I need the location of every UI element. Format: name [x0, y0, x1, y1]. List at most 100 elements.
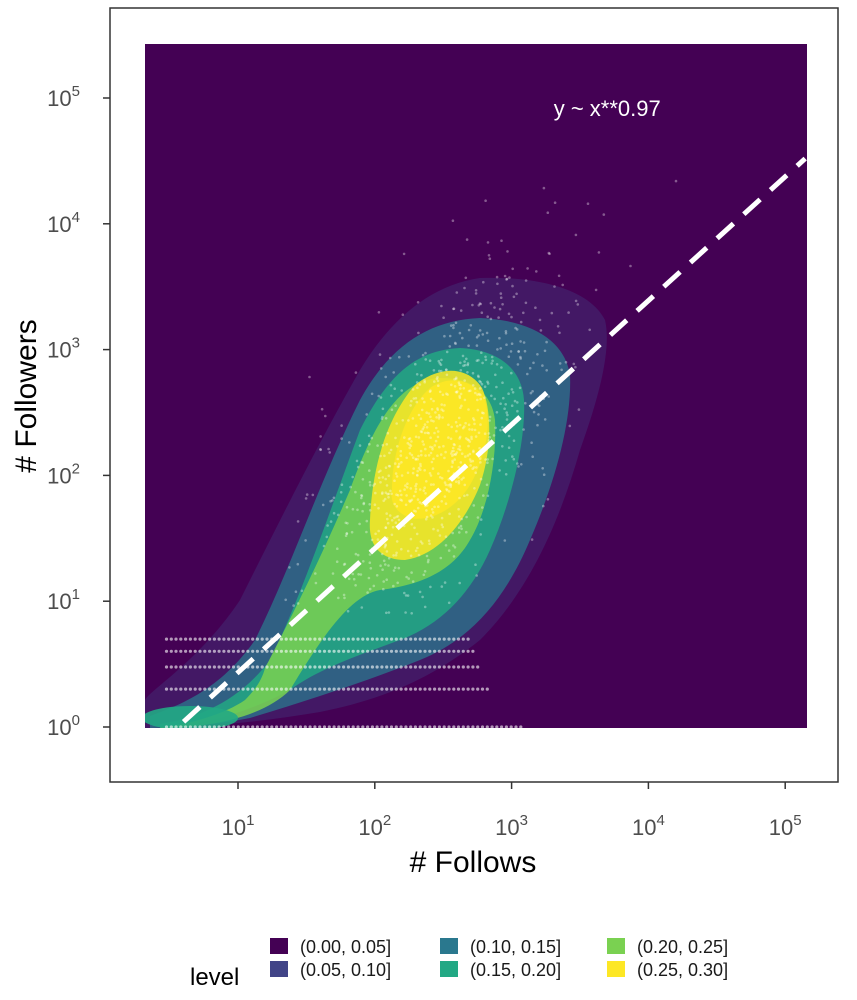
- scatter-point: [303, 725, 307, 728]
- scatter-point: [452, 544, 455, 547]
- scatter-point: [379, 564, 382, 567]
- y-tick-label: 104: [47, 209, 80, 237]
- scatter-point: [491, 359, 494, 363]
- scatter-point: [360, 460, 363, 464]
- scatter-point: [430, 460, 434, 464]
- scatter-point: [327, 637, 331, 641]
- scatter-point: [345, 532, 349, 535]
- scatter-point: [377, 476, 381, 480]
- scatter-point: [318, 637, 322, 641]
- scatter-point: [236, 725, 240, 728]
- scatter-point: [476, 665, 480, 669]
- scatter-point: [385, 578, 389, 581]
- scatter-point: [375, 687, 379, 691]
- scatter-point: [498, 469, 501, 472]
- scatter-point: [344, 521, 348, 525]
- scatter-point: [412, 467, 416, 470]
- scatter-point: [375, 637, 379, 641]
- scatter-point: [543, 418, 547, 421]
- density-contours: [145, 277, 607, 728]
- scatter-point: [390, 408, 394, 412]
- scatter-point: [389, 637, 394, 641]
- scatter-point: [516, 363, 520, 366]
- scatter-point: [475, 336, 479, 339]
- scatter-point: [409, 487, 413, 490]
- scatter-point: [437, 417, 441, 420]
- scatter-point: [395, 493, 398, 497]
- scatter-point: [251, 687, 255, 691]
- scatter-point: [457, 381, 461, 385]
- scatter-point: [340, 424, 343, 427]
- scatter-point: [339, 491, 343, 494]
- scatter-point: [397, 465, 401, 468]
- scatter-point: [404, 611, 407, 614]
- scatter-point: [455, 291, 459, 294]
- scatter-point: [459, 387, 462, 390]
- scatter-point: [365, 530, 368, 534]
- scatter-point: [395, 475, 399, 478]
- scatter-point: [404, 725, 408, 728]
- scatter-point: [532, 410, 536, 414]
- scatter-point: [395, 540, 399, 543]
- scatter-point: [508, 276, 511, 279]
- scatter-point: [362, 560, 365, 563]
- scatter-point: [539, 329, 543, 332]
- scatter-point: [416, 386, 419, 390]
- scatter-point: [393, 566, 397, 569]
- scatter-point: [465, 238, 469, 241]
- scatter-point: [420, 502, 424, 505]
- scatter-point: [512, 457, 516, 461]
- scatter-point: [351, 649, 355, 653]
- scatter-point: [409, 725, 413, 728]
- scatter-point: [418, 665, 422, 669]
- scatter-point: [503, 539, 507, 542]
- scatter-point: [429, 415, 432, 419]
- scatter-point: [504, 725, 508, 728]
- scatter-point: [466, 665, 470, 669]
- scatter-point: [410, 498, 414, 502]
- scatter-point: [488, 436, 492, 439]
- scatter-point: [519, 340, 522, 343]
- scatter-point: [499, 347, 503, 350]
- scatter-point: [193, 665, 197, 669]
- scatter-point: [430, 407, 434, 411]
- scatter-point: [298, 665, 303, 669]
- scatter-point: [395, 422, 399, 425]
- fit-line-group: [181, 156, 807, 724]
- scatter-point: [501, 381, 504, 385]
- scatter-point: [419, 417, 423, 421]
- scatter-point: [372, 484, 375, 487]
- scatter-point: [408, 437, 412, 440]
- scatter-point: [361, 649, 365, 653]
- scatter-point: [586, 202, 590, 205]
- scatter-point: [577, 408, 581, 411]
- legend-swatch: [607, 961, 625, 977]
- legend: level (0.00, 0.05] (0.05, 0.10] (0.10, 0.1…: [190, 937, 728, 991]
- scatter-point: [437, 472, 440, 475]
- scatter-point: [487, 439, 491, 442]
- scatter-point: [516, 462, 519, 465]
- scatter-point: [169, 687, 173, 691]
- scatter-point: [468, 452, 472, 456]
- scatter-point: [438, 445, 441, 449]
- scatter-point: [386, 517, 389, 521]
- scatter-point: [458, 383, 461, 387]
- scatter-point: [362, 501, 366, 505]
- scatter-point: [409, 554, 413, 558]
- scatter-point: [468, 428, 471, 431]
- scatter-point: [164, 637, 169, 641]
- scatter-point: [485, 687, 489, 691]
- scatter-point: [384, 477, 388, 481]
- scatter-point: [344, 534, 348, 538]
- scatter-point: [450, 450, 454, 453]
- scatter-point: [486, 380, 489, 384]
- scatter-point: [471, 459, 475, 463]
- scatter-point: [574, 365, 577, 369]
- scatter-point: [337, 649, 341, 653]
- scatter-point: [432, 483, 435, 486]
- scatter-point: [495, 275, 499, 279]
- scatter-point: [524, 401, 527, 405]
- scatter-point: [432, 527, 435, 531]
- scatter-point: [251, 665, 255, 669]
- scatter-point: [473, 487, 476, 490]
